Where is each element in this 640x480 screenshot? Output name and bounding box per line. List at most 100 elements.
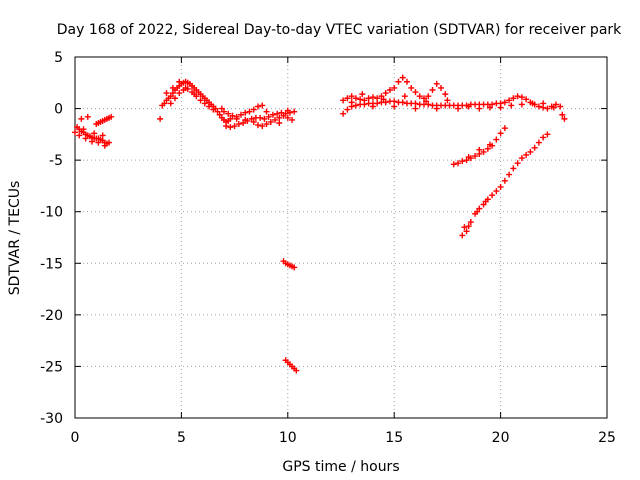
data-point bbox=[369, 94, 376, 101]
chart-title: Day 168 of 2022, Sidereal Day-to-day VTE… bbox=[57, 22, 622, 38]
data-point bbox=[359, 91, 366, 98]
series-arc-evening-a bbox=[450, 125, 508, 168]
data-point bbox=[552, 101, 559, 108]
data-point bbox=[514, 93, 521, 100]
data-point bbox=[276, 114, 283, 121]
data-point bbox=[465, 223, 472, 230]
data-point bbox=[99, 132, 106, 139]
data-point bbox=[501, 125, 508, 132]
data-point bbox=[474, 208, 481, 215]
y-tick-label: 5 bbox=[54, 50, 63, 66]
data-point bbox=[227, 115, 234, 122]
data-point bbox=[210, 106, 217, 113]
data-point bbox=[463, 228, 470, 235]
series-arc-morning bbox=[157, 78, 234, 125]
data-point bbox=[169, 84, 176, 91]
data-point bbox=[438, 84, 445, 91]
data-point bbox=[450, 161, 457, 168]
data-point bbox=[265, 113, 272, 120]
data-point bbox=[531, 144, 538, 151]
data-point bbox=[242, 109, 249, 116]
data-point bbox=[497, 130, 504, 137]
plot-frame bbox=[74, 56, 608, 419]
data-point bbox=[408, 84, 415, 91]
data-point bbox=[216, 111, 223, 118]
data-point bbox=[518, 155, 525, 162]
y-tick-label: -30 bbox=[40, 411, 63, 427]
y-tick-label: -10 bbox=[40, 205, 63, 221]
data-point bbox=[420, 95, 427, 102]
data-point bbox=[293, 367, 300, 374]
data-point bbox=[176, 78, 183, 85]
data-point bbox=[172, 95, 179, 102]
data-point bbox=[472, 153, 479, 160]
data-point bbox=[284, 107, 291, 114]
data-point bbox=[269, 111, 276, 118]
series-arc-mid bbox=[218, 102, 298, 131]
data-point bbox=[455, 160, 462, 167]
data-point bbox=[550, 104, 557, 111]
data-point bbox=[535, 139, 542, 146]
data-point bbox=[201, 100, 208, 107]
y-axis-label: SDTVAR / TECUs bbox=[7, 181, 23, 296]
data-point bbox=[76, 132, 83, 139]
data-point bbox=[197, 97, 204, 104]
data-point bbox=[476, 105, 483, 112]
data-point bbox=[444, 97, 451, 104]
data-point bbox=[484, 145, 491, 152]
data-point bbox=[518, 101, 525, 108]
data-point bbox=[227, 124, 234, 131]
data-point bbox=[416, 93, 423, 100]
series-drop-15 bbox=[280, 258, 298, 271]
x-tick-label: 20 bbox=[492, 430, 510, 446]
data-point bbox=[544, 105, 551, 112]
data-point bbox=[263, 108, 270, 115]
data-point bbox=[429, 87, 436, 94]
data-point bbox=[489, 192, 496, 199]
series-arc-early bbox=[72, 113, 113, 149]
data-point bbox=[259, 102, 266, 109]
data-point bbox=[169, 90, 176, 97]
data-point bbox=[412, 89, 419, 96]
data-point bbox=[476, 205, 483, 212]
data-point bbox=[352, 102, 359, 109]
data-point bbox=[255, 103, 262, 110]
data-point bbox=[497, 104, 504, 111]
x-tick-label: 10 bbox=[279, 430, 297, 446]
series-arc-evening-b bbox=[459, 131, 551, 239]
data-point bbox=[510, 95, 517, 102]
data-point bbox=[280, 112, 287, 119]
data-point bbox=[529, 100, 536, 107]
y-tick-label: -5 bbox=[49, 153, 63, 169]
data-point bbox=[344, 95, 351, 102]
data-point bbox=[229, 112, 236, 119]
x-tick-label: 5 bbox=[177, 430, 186, 446]
data-point bbox=[365, 95, 372, 102]
data-point bbox=[206, 103, 213, 110]
data-point bbox=[250, 106, 257, 113]
data-point bbox=[425, 93, 432, 100]
data-point bbox=[348, 93, 355, 100]
data-point bbox=[276, 120, 283, 127]
data-point bbox=[561, 115, 568, 122]
data-point bbox=[84, 113, 91, 120]
data-point bbox=[72, 129, 78, 136]
data-point bbox=[167, 100, 174, 107]
data-point bbox=[391, 98, 398, 105]
data-point bbox=[501, 99, 508, 106]
data-point bbox=[412, 100, 419, 107]
data-point bbox=[106, 139, 113, 146]
data-point bbox=[263, 121, 270, 128]
data-point bbox=[433, 80, 440, 87]
data-point bbox=[242, 116, 249, 123]
data-point bbox=[455, 105, 462, 112]
data-point bbox=[108, 113, 115, 120]
data-point bbox=[248, 115, 255, 122]
data-point bbox=[559, 111, 566, 118]
data-point bbox=[540, 134, 547, 141]
data-point bbox=[425, 101, 432, 108]
data-point bbox=[544, 131, 551, 138]
data-point bbox=[274, 110, 281, 117]
data-point bbox=[391, 84, 398, 91]
y-tick-label: -25 bbox=[40, 359, 63, 375]
